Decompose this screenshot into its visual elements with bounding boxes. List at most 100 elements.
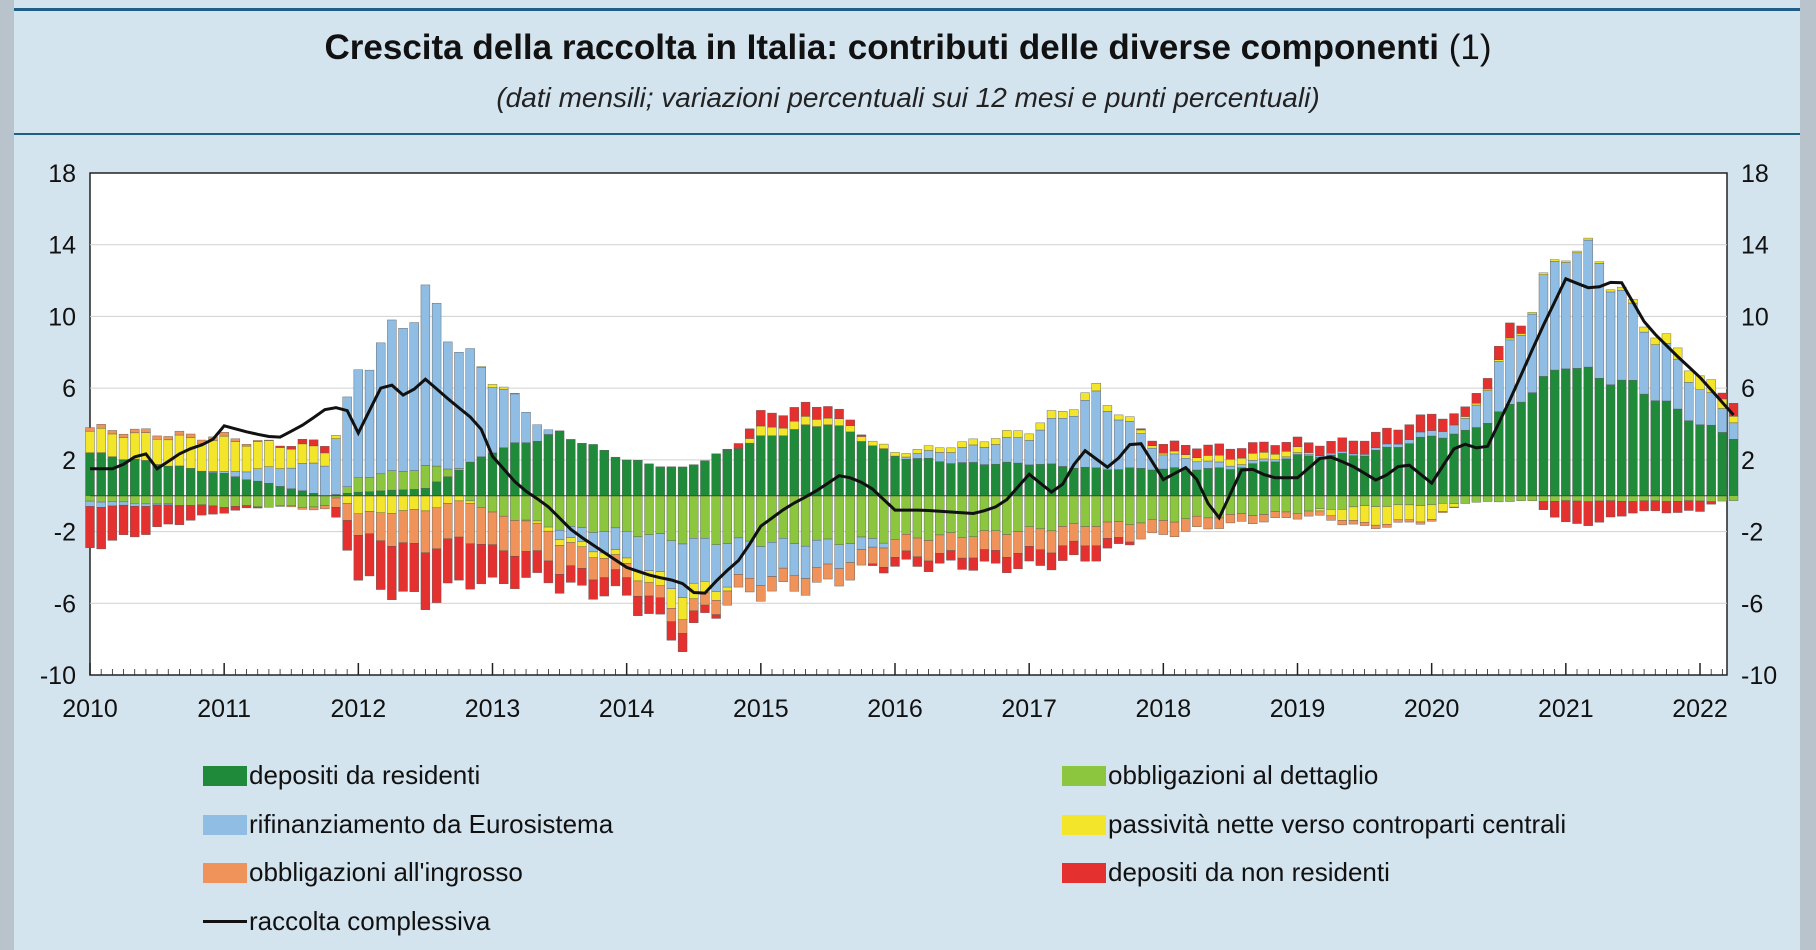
bar-segment-obb_ing xyxy=(856,549,867,566)
x-tick-label: 2018 xyxy=(1136,695,1192,723)
bar-segment-rifin xyxy=(1382,443,1392,448)
bar-segment-dep_res xyxy=(1259,461,1269,496)
bar-segment-obb_ing xyxy=(968,536,978,559)
bar-segment-dep_nonres xyxy=(275,445,285,448)
y-tick-label-right: -10 xyxy=(1741,662,1777,690)
bar-segment-obb_det xyxy=(431,465,442,483)
bar-segment-dep_res xyxy=(454,470,464,496)
bar-segment-rifin xyxy=(1058,418,1068,467)
bar-segment-dep_res xyxy=(1348,455,1359,496)
bar-segment-obb_ing xyxy=(1270,511,1280,518)
bar-segment-dep_res xyxy=(800,424,811,496)
bar-segment-obb_det xyxy=(778,495,788,539)
bar-segment-dep_res xyxy=(387,489,397,496)
bar-segment-cc xyxy=(1225,459,1236,467)
bar-segment-rifin xyxy=(1460,418,1470,431)
bar-segment-rifin xyxy=(1415,431,1426,438)
bar-segment-dep_nonres xyxy=(968,557,978,571)
bar-segment-dep_nonres xyxy=(711,614,721,619)
x-tick-label: 2010 xyxy=(62,695,118,723)
bar-segment-dep_nonres xyxy=(387,546,397,600)
bar-segment-obb_det xyxy=(141,495,151,505)
bar-segment-obb_ing xyxy=(420,510,431,553)
bar-segment-cc xyxy=(230,441,241,472)
bar-segment-obb_ing xyxy=(521,520,531,552)
bar-segment-obb_det xyxy=(923,495,934,541)
bar-segment-cc xyxy=(431,495,442,508)
bar-segment-cc xyxy=(476,366,486,368)
bar-segment-cc xyxy=(1326,509,1336,516)
bar-segment-dep_nonres xyxy=(521,551,531,578)
bar-segment-obb_ing xyxy=(789,575,800,592)
bar-segment-dep_res xyxy=(633,459,643,496)
bar-segment-cc xyxy=(1572,250,1582,254)
bar-segment-cc xyxy=(465,500,475,504)
bar-segment-dep_nonres xyxy=(1516,325,1526,334)
bar-segment-obb_det xyxy=(621,495,632,532)
bar-segment-obb_ing xyxy=(1158,520,1169,535)
bar-segment-obb_det xyxy=(1482,495,1493,502)
bar-segment-cc xyxy=(253,441,263,470)
bar-segment-rifin xyxy=(1080,400,1090,468)
bar-segment-cc xyxy=(1181,454,1191,459)
bar-segment-cc xyxy=(320,452,330,467)
bar-segment-obb_ing xyxy=(1147,518,1157,534)
bar-segment-dep_nonres xyxy=(1650,500,1660,512)
bar-segment-rifin xyxy=(230,471,241,477)
bar-segment-dep_nonres xyxy=(1706,501,1716,505)
bar-segment-obb_det xyxy=(633,495,643,538)
bar-segment-obb_det xyxy=(241,495,252,506)
bar-segment-dep_nonres xyxy=(1684,500,1694,511)
bar-segment-obb_ing xyxy=(487,511,498,545)
bar-segment-dep_nonres xyxy=(845,419,855,426)
bar-segment-obb_ing xyxy=(107,430,118,435)
bar-segment-rifin xyxy=(107,501,118,507)
bar-segment-dep_res xyxy=(1538,376,1549,496)
bar-segment-cc xyxy=(1494,359,1504,362)
bar-segment-obb_det xyxy=(856,495,867,538)
bar-segment-obb_det xyxy=(901,495,911,535)
bar-segment-dep_res xyxy=(208,472,218,496)
bar-segment-obb_ing xyxy=(1058,526,1068,546)
bar-segment-rifin xyxy=(1449,424,1459,435)
bar-segment-rifin xyxy=(1426,430,1437,437)
bar-segment-obb_ing xyxy=(1236,513,1247,522)
bar-segment-dep_nonres xyxy=(1125,541,1135,546)
bar-segment-cc xyxy=(1661,333,1672,344)
bar-segment-dep_nonres xyxy=(1426,413,1437,431)
bar-segment-dep_res xyxy=(1583,366,1593,496)
bar-segment-rifin xyxy=(364,369,375,478)
bar-segment-rifin xyxy=(1639,331,1649,395)
bar-segment-cc xyxy=(901,453,911,458)
bar-segment-cc xyxy=(722,586,732,592)
bar-segment-dep_res xyxy=(744,442,755,496)
bar-segment-dep_nonres xyxy=(253,506,263,509)
bar-segment-dep_res xyxy=(420,488,431,496)
bar-segment-obb_det xyxy=(1169,495,1180,523)
bar-segment-rifin xyxy=(141,503,151,507)
x-tick-label: 2013 xyxy=(465,695,521,723)
bar-segment-cc xyxy=(1058,411,1068,419)
chart-subtitle: (dati mensili; variazioni percentuali su… xyxy=(496,82,1320,113)
bar-segment-obb_ing xyxy=(979,530,990,550)
bar-segment-rifin xyxy=(376,342,386,475)
bar-segment-cc xyxy=(566,537,576,543)
bar-segment-dep_nonres xyxy=(1225,448,1236,460)
y-tick-label-left: 2 xyxy=(62,447,76,475)
bar-segment-cc xyxy=(968,438,978,446)
bar-segment-cc xyxy=(845,425,855,433)
bar-segment-cc xyxy=(331,434,341,439)
bar-segment-rifin xyxy=(342,396,352,487)
bar-segment-obb_ing xyxy=(666,608,677,622)
bar-segment-obb_ing xyxy=(308,506,319,511)
bar-segment-obb_det xyxy=(566,495,576,527)
bar-segment-dep_res xyxy=(812,426,822,496)
bar-segment-obb_ing xyxy=(1169,521,1180,537)
bar-segment-rifin xyxy=(1225,465,1236,470)
bar-segment-cc xyxy=(1315,508,1325,512)
bar-segment-dep_nonres xyxy=(1639,500,1649,512)
bar-segment-obb_ing xyxy=(1292,513,1303,520)
bar-segment-obb_det xyxy=(756,495,766,547)
bar-segment-dep_res xyxy=(409,489,419,496)
bar-segment-dep_res xyxy=(733,448,744,496)
